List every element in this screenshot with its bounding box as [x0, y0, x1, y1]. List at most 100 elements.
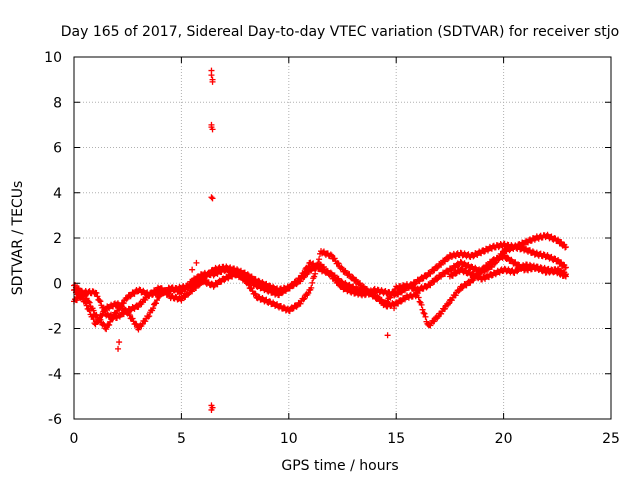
data-point: [97, 298, 104, 305]
data-point: [504, 254, 511, 261]
data-point: [422, 313, 429, 320]
data-point: [139, 321, 146, 328]
data-point: [452, 270, 459, 277]
data-point: [442, 258, 449, 265]
data-point: [110, 315, 117, 322]
data-point: [327, 251, 334, 258]
outlier-point: [189, 266, 196, 273]
data-point: [83, 302, 90, 309]
x-tick-label: 20: [495, 431, 513, 447]
data-point: [135, 326, 142, 333]
data-point: [109, 316, 116, 323]
data-point: [172, 285, 179, 292]
data-point: [182, 286, 189, 293]
outlier-point: [391, 305, 398, 312]
data-point: [286, 285, 293, 292]
data-point: [85, 298, 92, 305]
data-point: [90, 307, 97, 314]
x-tick-label: 25: [602, 431, 620, 447]
data-point: [255, 293, 262, 300]
data-point: [244, 275, 251, 282]
data-point: [297, 275, 304, 282]
data-point: [73, 297, 80, 304]
data-point: [391, 289, 398, 296]
outlier-point: [193, 259, 200, 266]
data-point: [149, 290, 156, 297]
data-point: [123, 295, 130, 302]
data-point: [103, 326, 110, 333]
data-point: [82, 292, 89, 299]
data-point: [465, 268, 472, 275]
data-point: [155, 293, 162, 300]
outlier-point: [116, 339, 123, 346]
data-point: [514, 268, 521, 275]
data-point: [153, 300, 160, 307]
data-point: [435, 313, 442, 320]
x-axis: 0 5 10 15 20 25: [70, 57, 620, 447]
data-point: [100, 320, 107, 327]
data-point: [434, 276, 441, 283]
data-point: [419, 306, 426, 313]
data-point: [416, 298, 423, 305]
y-tick-label: 0: [53, 276, 62, 292]
data-point: [346, 271, 353, 278]
outlier-point: [208, 194, 215, 201]
data-point: [327, 269, 334, 276]
data-point: [442, 305, 449, 312]
data-point: [309, 279, 316, 286]
data-point: [562, 264, 569, 271]
y-tick-label: -2: [48, 322, 62, 338]
data-point: [301, 295, 308, 302]
data-point: [562, 273, 569, 280]
data-point: [481, 248, 488, 255]
y-tick-label: 4: [53, 186, 62, 202]
data-point: [98, 312, 105, 319]
data-point: [335, 275, 342, 282]
data-point: [94, 293, 101, 300]
outlier-point: [384, 332, 391, 339]
data-point: [418, 301, 425, 308]
data-point: [99, 312, 106, 319]
data-point: [415, 294, 422, 301]
data-point: [452, 292, 459, 299]
data-point: [338, 278, 345, 285]
y-tick-label: 8: [53, 95, 62, 111]
data-point: [457, 258, 464, 265]
data-point: [83, 295, 90, 302]
y-axis: -6 -4 -2 0 2 4 6 8 10: [44, 50, 611, 428]
data-point: [153, 297, 160, 304]
x-tick-label: 0: [70, 431, 79, 447]
data-point: [328, 252, 335, 259]
data-point: [420, 309, 427, 316]
data-point: [185, 291, 192, 298]
y-tick-label: -4: [48, 367, 62, 383]
data-point: [297, 300, 304, 307]
data-point: [308, 284, 315, 291]
data-point: [316, 256, 323, 263]
data-point: [142, 318, 149, 325]
data-point: [444, 255, 451, 262]
data-point: [445, 300, 452, 307]
data-point: [92, 321, 99, 328]
y-tick-label: 6: [53, 141, 62, 157]
data-point: [248, 285, 255, 292]
data-point: [146, 313, 153, 320]
data-point: [311, 273, 318, 280]
data-point: [421, 310, 428, 317]
data-point: [331, 255, 338, 262]
data-point: [93, 290, 100, 297]
data-point: [255, 282, 262, 289]
data-point: [135, 303, 142, 310]
data-point: [97, 316, 104, 323]
grid: [74, 57, 611, 419]
data-point: [349, 274, 356, 281]
outlier-point: [209, 195, 216, 202]
outlier-point: [209, 126, 216, 133]
data-point: [120, 300, 127, 307]
data-point: [335, 260, 342, 267]
data-point: [398, 298, 405, 305]
data-point: [86, 299, 93, 306]
data-point: [126, 311, 133, 318]
data-point: [129, 315, 136, 322]
